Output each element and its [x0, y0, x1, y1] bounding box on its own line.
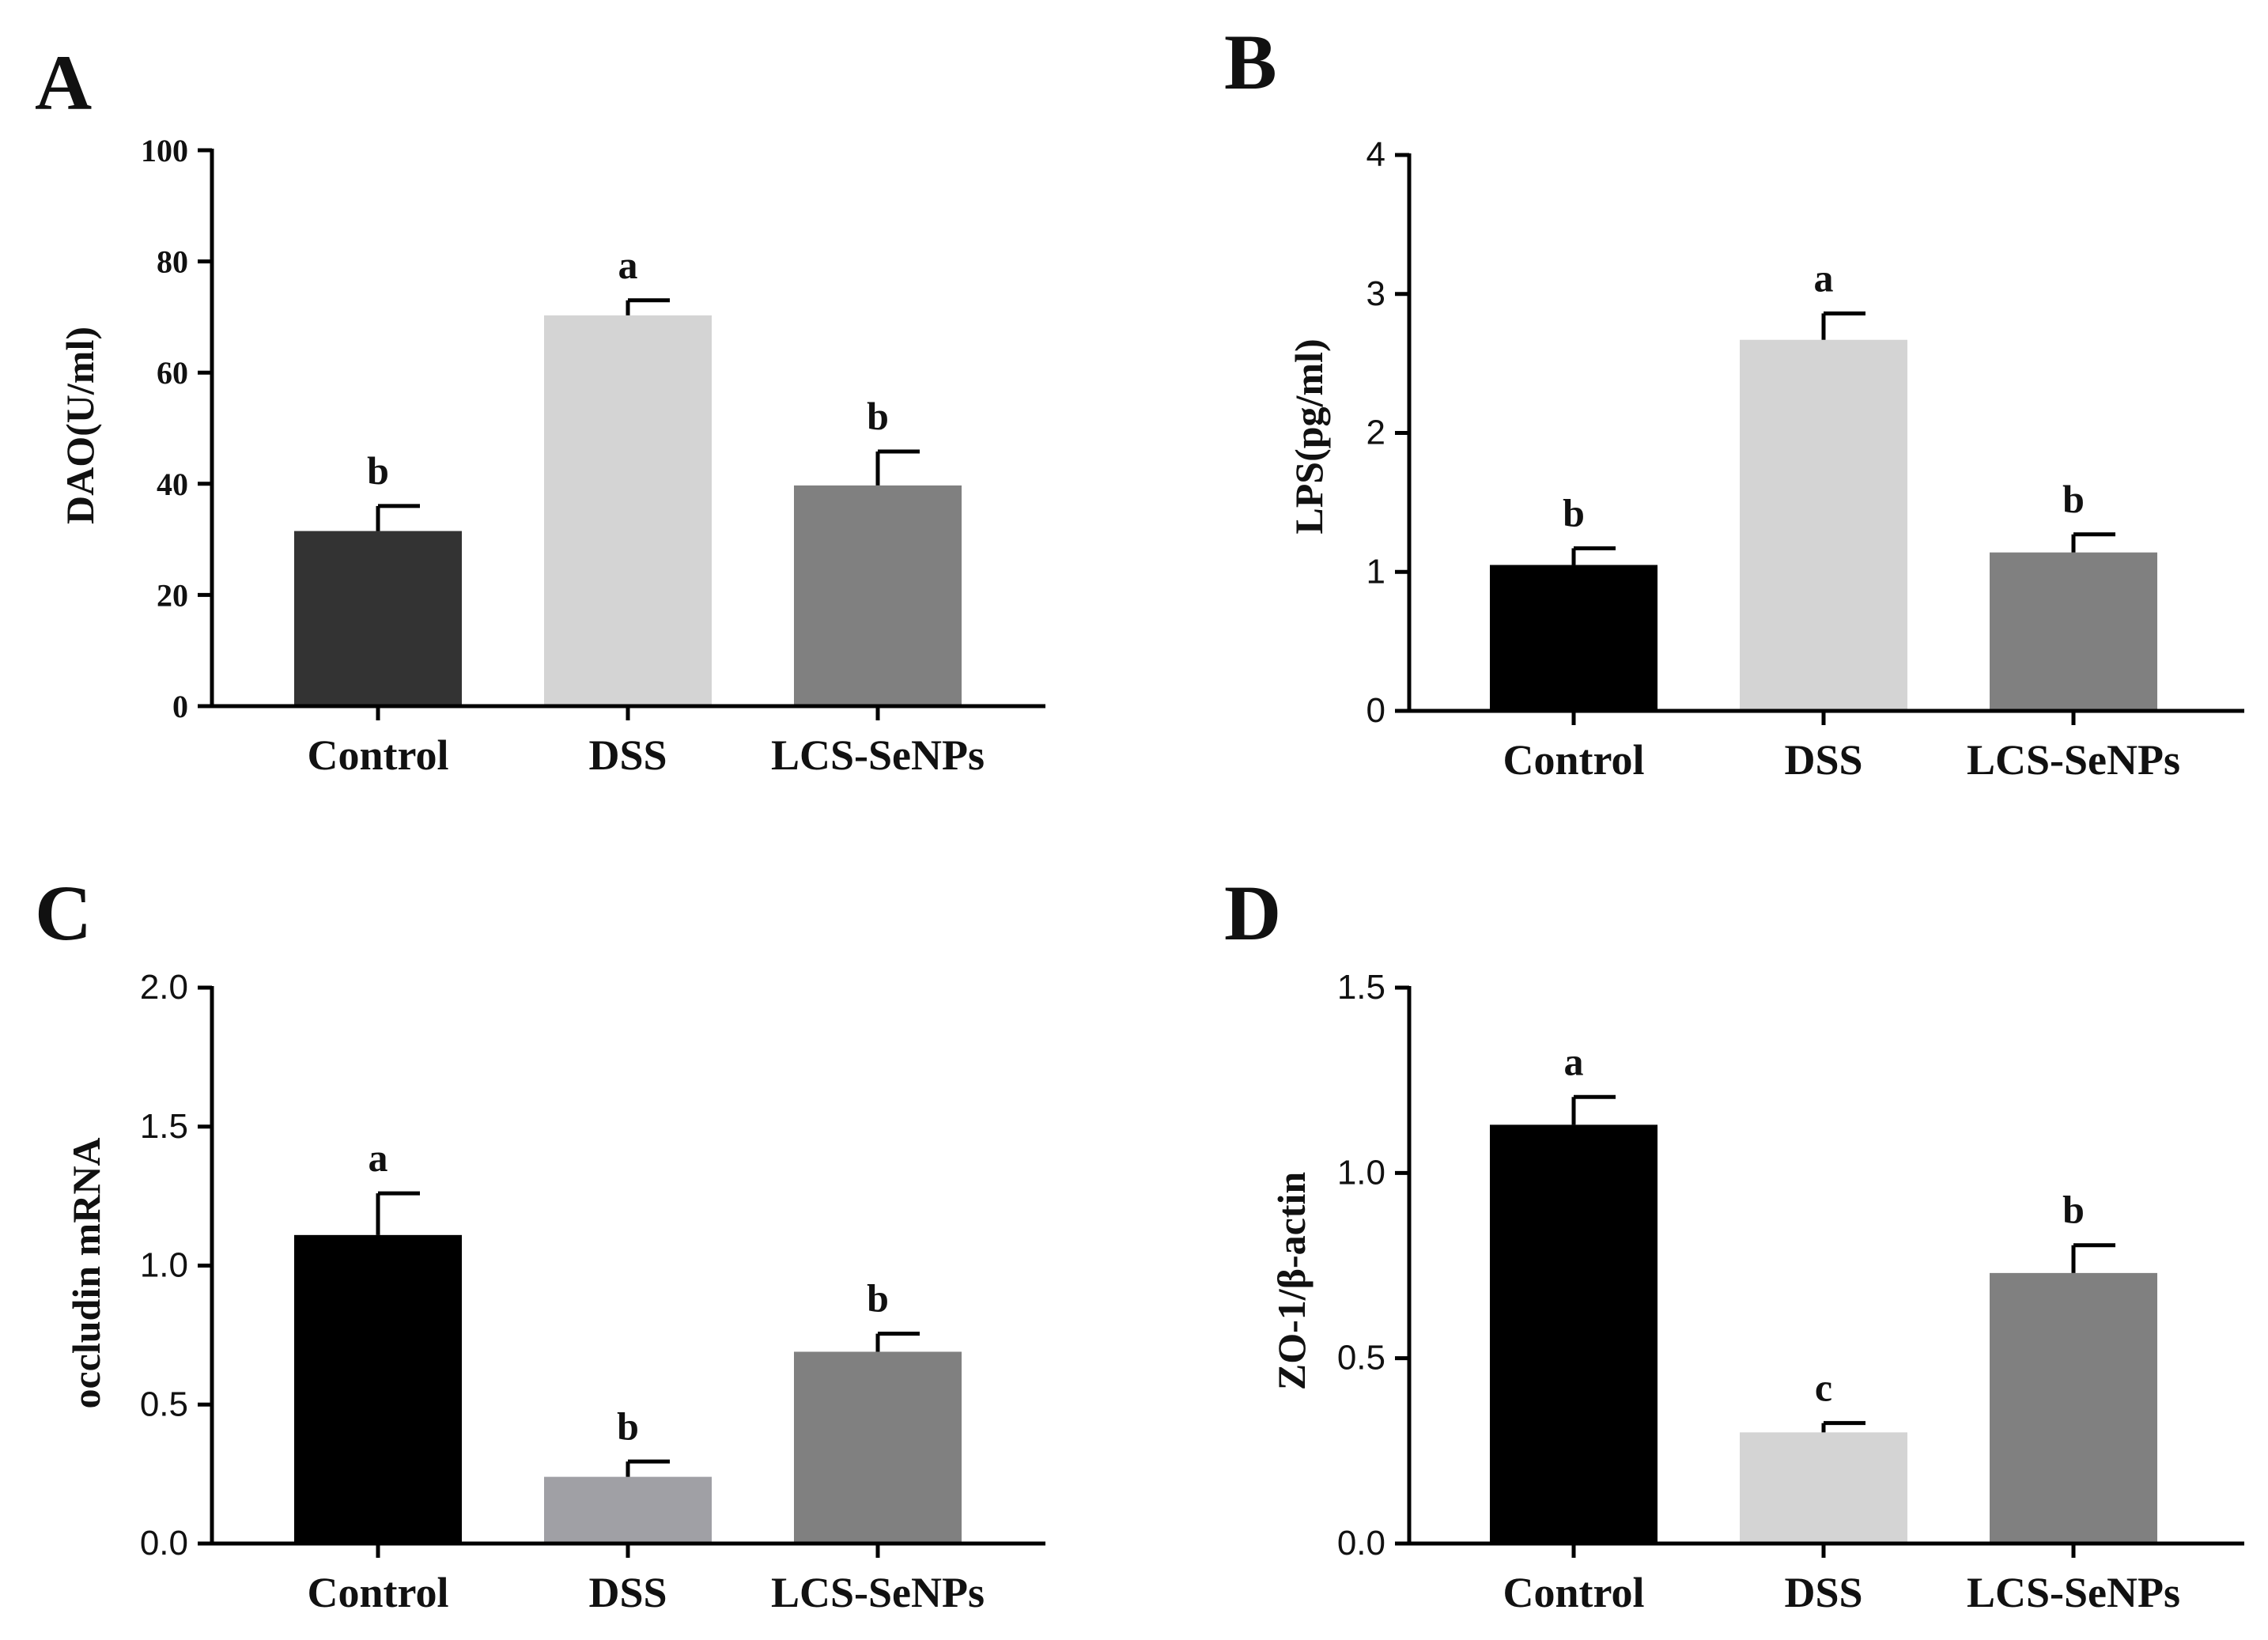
significance-label: b [1563, 490, 1585, 535]
y-tick-label: 0 [1366, 691, 1385, 730]
x-category-label: Control [1503, 1569, 1644, 1616]
significance-label: b [2062, 1188, 2085, 1232]
significance-label: b [867, 1276, 889, 1321]
bar [1740, 1432, 1907, 1544]
panel-d: D ZO-1/β-actin 0.0 0.5 1.0 1.5 Control D… [1224, 869, 2244, 1616]
x-category-label: Control [1503, 736, 1644, 784]
panel-label-a: A [35, 39, 92, 127]
y-tick-label: 20 [157, 577, 188, 613]
bar [1490, 1124, 1658, 1544]
y-tick-label: 1.5 [140, 1107, 188, 1146]
x-category-label: LCS-SeNPs [1967, 736, 2180, 784]
bar [1990, 552, 2157, 711]
significance-label: a [369, 1136, 388, 1180]
y-tick-label: 100 [141, 133, 188, 168]
significance-label: b [2062, 477, 2085, 521]
y-tick-label: 3 [1366, 274, 1385, 313]
significance-label: b [867, 394, 889, 438]
tick-labels-b: 0 1 2 3 4 Control DSS LCS-SeNPs b a b [1366, 135, 2181, 784]
panel-a: A DAO(U/ml) 0 20 40 60 80 100 Control DS… [35, 39, 1045, 779]
x-category-label: DSS [588, 1569, 667, 1616]
y-tick-label: 1.0 [1337, 1153, 1385, 1192]
y-axis-label-b: LPS(pg/ml) [1287, 338, 1331, 534]
y-tick-label: 1.5 [1337, 968, 1385, 1007]
panel-b: B LPS(pg/ml) 0 1 2 3 4 Control DSS LCS-S… [1224, 18, 2244, 784]
bar [794, 485, 962, 706]
y-tick-label: 0.0 [140, 1524, 188, 1563]
significance-label: a [1564, 1039, 1584, 1083]
y-tick-label: 40 [157, 467, 188, 502]
x-category-label: LCS-SeNPs [771, 1569, 985, 1616]
bar [294, 1234, 462, 1544]
bar [544, 1476, 712, 1544]
bar [794, 1351, 962, 1544]
x-category-label: Control [307, 731, 448, 779]
y-tick-label: 2 [1366, 414, 1385, 452]
y-tick-label: 2.0 [140, 968, 188, 1007]
y-tick-label: 60 [157, 355, 188, 391]
y-axis-label-a: DAO(U/ml) [58, 327, 102, 524]
bar [294, 531, 462, 706]
bar [1740, 339, 1907, 711]
y-tick-label: 4 [1366, 135, 1385, 174]
tick-labels-a: 0 20 40 60 80 100 Control DSS LCS-SeNPs … [141, 133, 985, 779]
x-category-label: LCS-SeNPs [771, 731, 985, 779]
significance-label: b [367, 448, 389, 493]
bar [1490, 565, 1658, 711]
bar [544, 315, 712, 706]
x-category-label: DSS [1784, 1569, 1862, 1616]
y-tick-label: 80 [157, 244, 188, 280]
y-tick-label: 1 [1366, 552, 1385, 591]
y-axis-label-d: ZO-1/β-actin [1269, 1172, 1314, 1391]
y-tick-label: 1.0 [140, 1246, 188, 1285]
bar [1990, 1272, 2157, 1544]
y-axis-label-c: occludin mRNA [64, 1137, 108, 1408]
y-tick-label: 0.5 [1337, 1339, 1385, 1377]
significance-label: c [1815, 1366, 1832, 1410]
significance-label: a [618, 243, 638, 287]
panel-label-c: C [35, 869, 92, 957]
y-tick-label: 0 [172, 689, 188, 724]
x-category-label: DSS [588, 731, 667, 779]
significance-label: a [1814, 255, 1834, 300]
x-category-label: Control [307, 1569, 448, 1616]
panel-c: C occludin mRNA 0.0 0.5 1.0 1.5 2.0 Cont… [35, 869, 1045, 1616]
significance-label: b [617, 1404, 639, 1448]
panel-label-b: B [1224, 18, 1277, 106]
y-tick-label: 0.5 [140, 1385, 188, 1423]
y-tick-label: 0.0 [1337, 1524, 1385, 1563]
x-category-label: DSS [1784, 736, 1862, 784]
x-category-label: LCS-SeNPs [1967, 1569, 2180, 1616]
tick-labels-d: 0.0 0.5 1.0 1.5 Control DSS LCS-SeNPs a … [1337, 968, 2180, 1616]
panel-label-d: D [1224, 869, 1281, 957]
tick-labels-c: 0.0 0.5 1.0 1.5 2.0 Control DSS LCS-SeNP… [140, 968, 985, 1616]
